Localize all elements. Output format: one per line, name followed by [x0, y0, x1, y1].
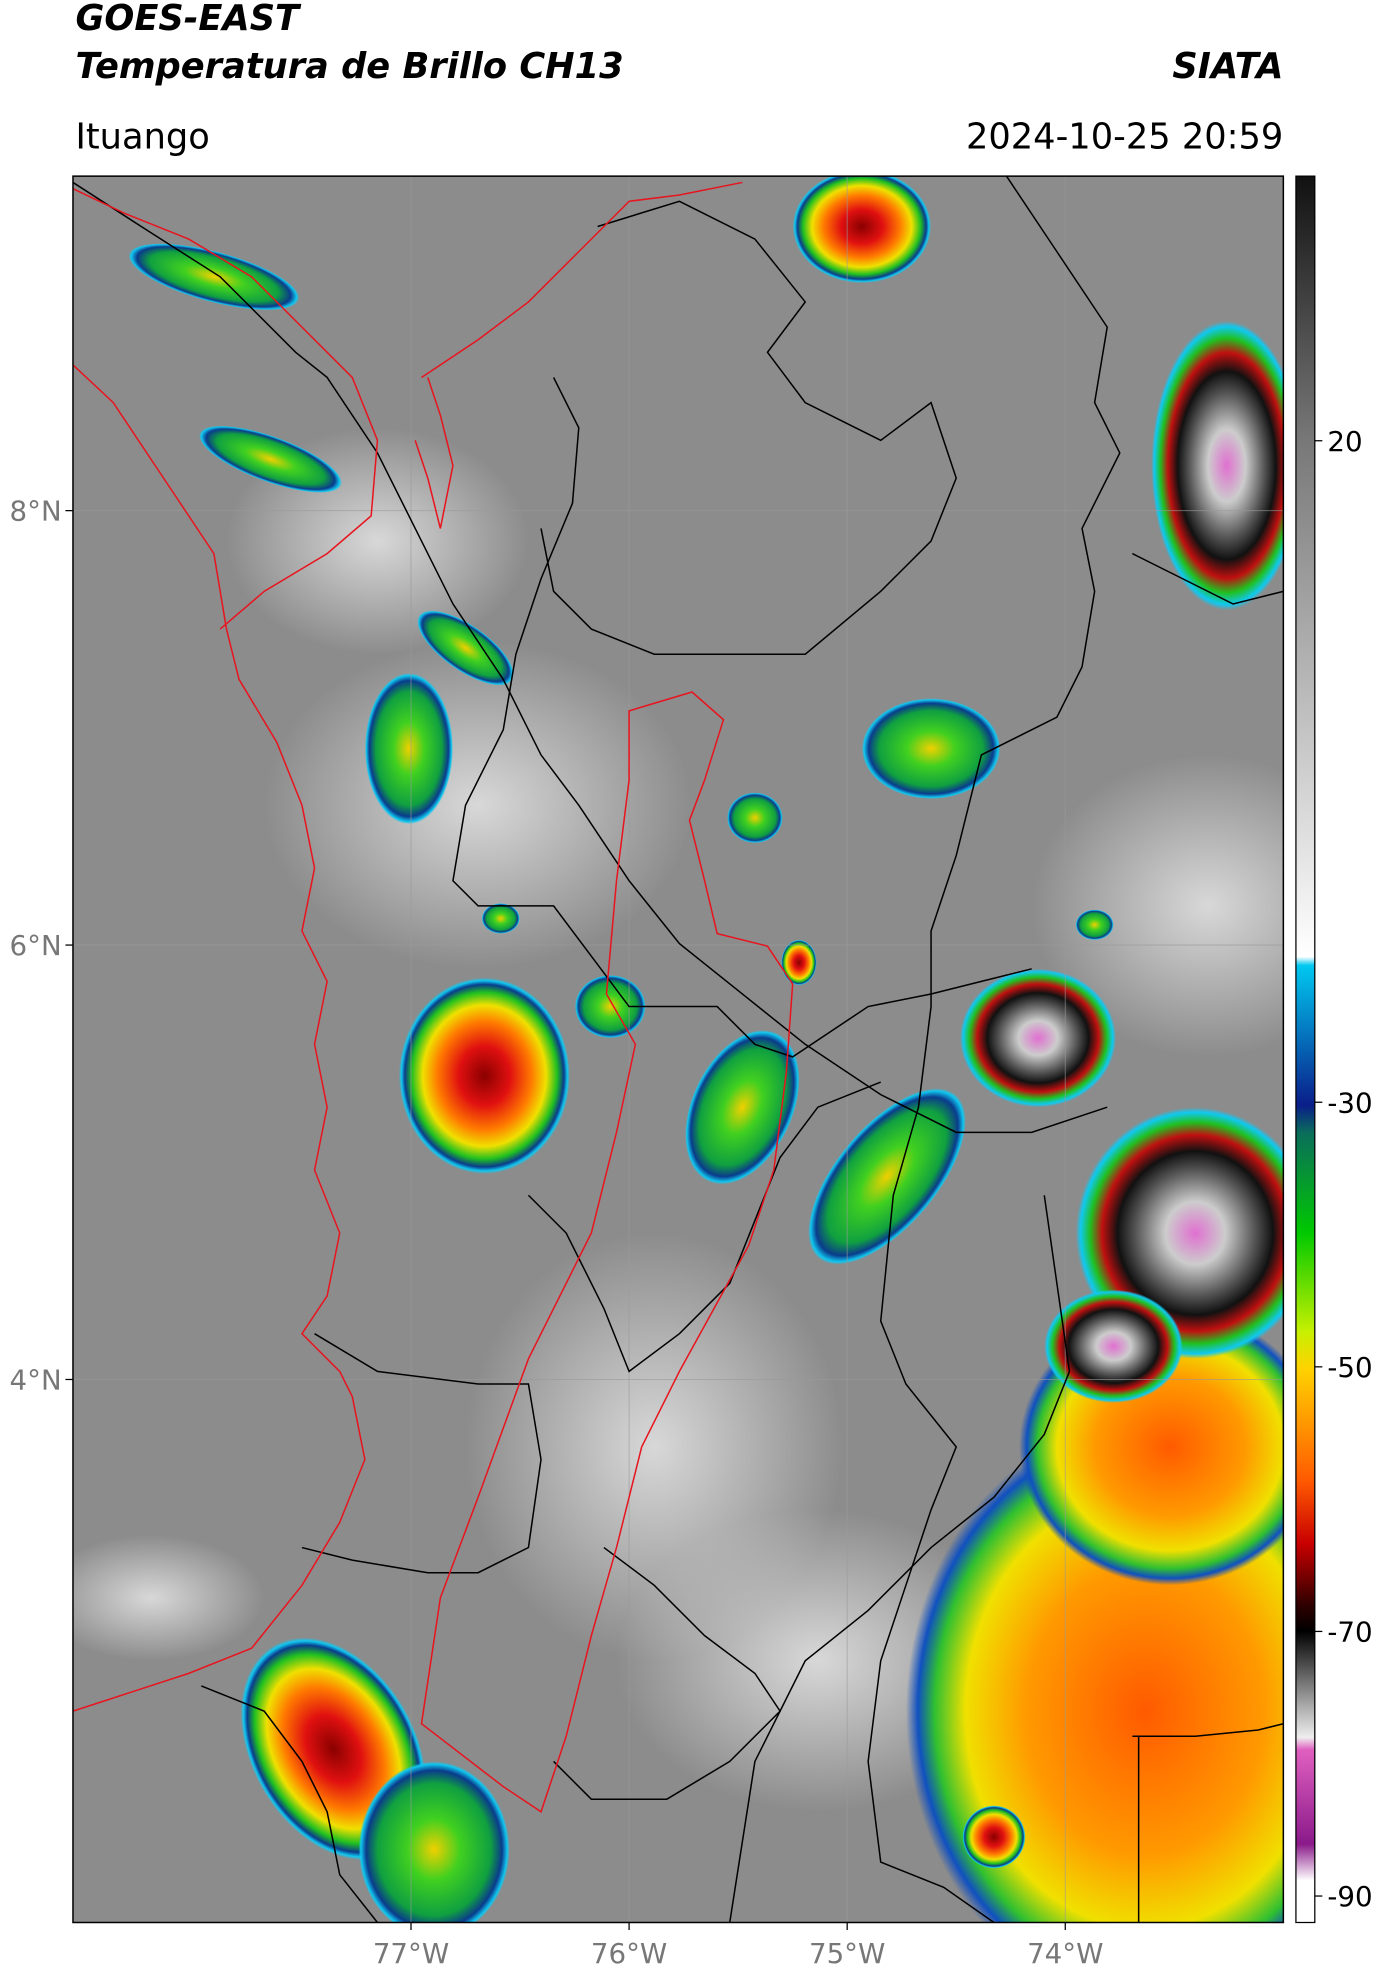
lon-label: 75°W	[809, 1937, 885, 1970]
lon-label: 77°W	[373, 1937, 449, 1970]
map-frame	[72, 175, 1285, 1924]
colorbar-label: 20	[1327, 425, 1362, 458]
datetime: 2024-10-25 20:59	[966, 116, 1283, 157]
lat-label: 6°N	[10, 929, 62, 962]
colorbar	[1295, 175, 1316, 1924]
satellite-image	[72, 176, 1284, 1923]
agency: SIATA	[1172, 46, 1283, 87]
colorbar-label: -30	[1327, 1086, 1372, 1119]
location: Ituango	[75, 116, 209, 157]
lon-label: 76°W	[591, 1937, 667, 1970]
satellite-title: GOES-EAST	[75, 0, 302, 39]
colorbar-label: -70	[1327, 1616, 1372, 1649]
lat-label: 4°N	[10, 1364, 62, 1397]
lat-label: 8°N	[10, 495, 62, 528]
colorbar-label: -90	[1327, 1880, 1372, 1913]
product-title: Temperatura de Brillo CH13	[75, 46, 623, 87]
colorbar-label: -50	[1327, 1351, 1372, 1384]
lon-label: 74°W	[1027, 1937, 1103, 1970]
